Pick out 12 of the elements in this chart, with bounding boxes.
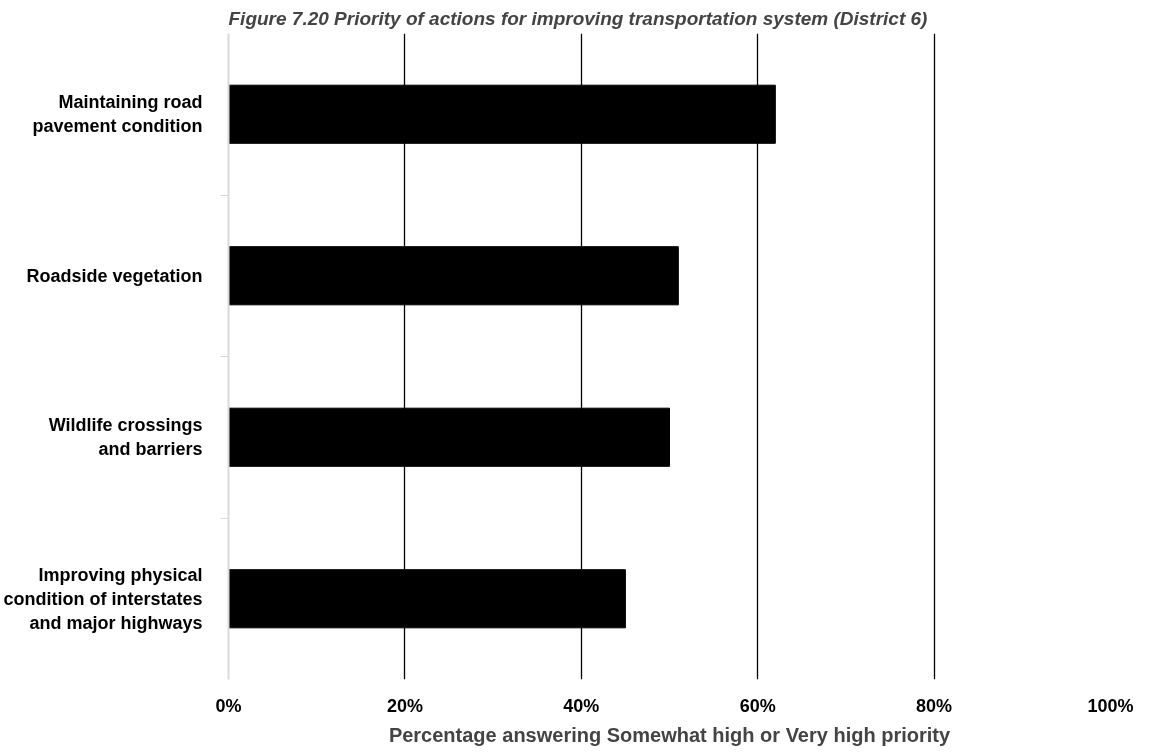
x-tick-label: 0%	[215, 695, 242, 716]
chart-title: Figure 7.20 Priority of actions for improving transportation system (District 6)	[228, 7, 928, 29]
y-tick-label: Maintaining road pavement condition	[32, 92, 203, 137]
x-tick-label: 80%	[916, 695, 953, 716]
y-tick-label: Roadside vegetation	[26, 265, 203, 286]
y-tick-label: Improving physical condition of interstates and major highways	[3, 564, 203, 633]
x-tick-label: 40%	[563, 695, 600, 716]
x-tick-label: 20%	[386, 695, 423, 716]
x-tick-label: 100%	[1087, 695, 1134, 716]
x-axis-title: Percentage answering Somewhat high or Very high priority	[388, 723, 951, 746]
x-tick-label: 60%	[739, 695, 776, 716]
y-tick-label: Wildlife crossings and barriers	[48, 415, 203, 460]
